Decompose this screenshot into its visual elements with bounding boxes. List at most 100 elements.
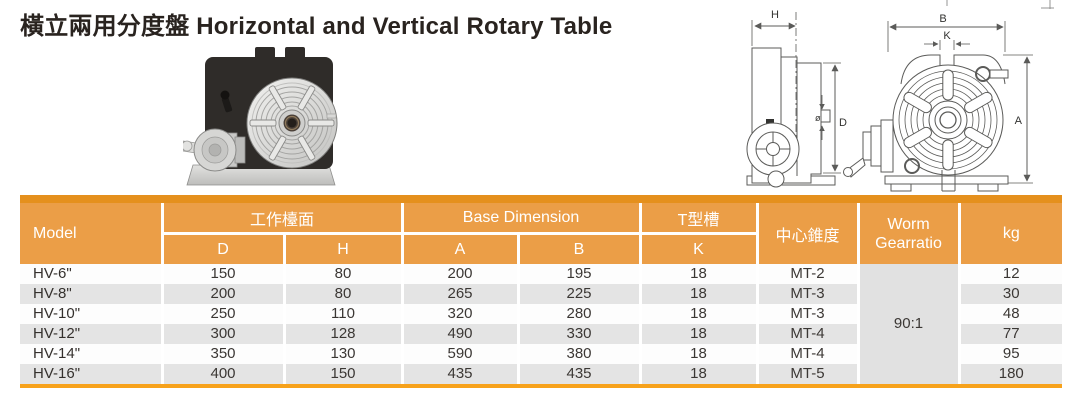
cell-model: HV-14" bbox=[20, 344, 162, 364]
cell-model: HV-6" bbox=[20, 264, 162, 284]
cell-b: 195 bbox=[516, 264, 641, 284]
cell-taper: MT-3 bbox=[755, 304, 859, 324]
cell-k: 18 bbox=[638, 264, 758, 284]
photo-clamp-lever bbox=[220, 90, 233, 113]
header-sub-row: D H A B K bbox=[20, 233, 1062, 264]
cell-kg: 180 bbox=[957, 364, 1063, 384]
cell-kg: 77 bbox=[957, 324, 1063, 344]
col-header-b: B bbox=[516, 233, 641, 264]
cell-taper: MT-4 bbox=[755, 344, 859, 364]
rotary-table-photo bbox=[183, 47, 338, 186]
header-group-row: Model 工作檯面 Base Dimension T型槽 中心錐度 Worm … bbox=[20, 203, 1063, 264]
cell-kg: 95 bbox=[957, 344, 1063, 364]
photo-bore-hole bbox=[287, 118, 297, 128]
cell-b: 280 bbox=[516, 304, 641, 324]
drawing-clamp-dot bbox=[766, 119, 774, 126]
cell-kg: 30 bbox=[957, 284, 1063, 304]
cell-taper: MT-5 bbox=[755, 364, 859, 384]
col-header-d: D bbox=[160, 233, 284, 264]
worm-label-line2: Gearratio bbox=[875, 234, 942, 252]
col-header-t-slot: T型槽 bbox=[638, 203, 758, 235]
cell-k: 18 bbox=[638, 284, 758, 304]
cell-a: 320 bbox=[400, 304, 519, 324]
dimension-diameter: ø bbox=[815, 95, 825, 140]
cell-taper: MT-2 bbox=[755, 264, 859, 284]
cell-h: 130 bbox=[282, 344, 403, 364]
cell-d: 350 bbox=[160, 344, 284, 364]
technical-drawing: H D ø bbox=[746, 0, 1054, 192]
photo-side-pin bbox=[326, 113, 337, 119]
cell-kg: 48 bbox=[957, 304, 1063, 324]
cell-a: 200 bbox=[400, 264, 519, 284]
dim-label-a: A bbox=[1015, 115, 1023, 127]
cell-d: 150 bbox=[160, 264, 284, 284]
col-header-center-taper: 中心錐度 bbox=[755, 203, 859, 264]
cell-k: 18 bbox=[638, 324, 758, 344]
photo-handwheel bbox=[183, 128, 246, 172]
dim-label-k: K bbox=[943, 30, 951, 42]
table-row: HV-14" 350 130 590 380 18 MT-4 95 bbox=[20, 344, 1063, 364]
cell-b: 435 bbox=[516, 364, 641, 384]
photo-t-slots bbox=[249, 85, 335, 161]
cell-d: 400 bbox=[160, 364, 284, 384]
col-header-work-surface: 工作檯面 bbox=[160, 203, 403, 235]
drawing-side-handwheel bbox=[746, 122, 800, 188]
cell-b: 330 bbox=[516, 324, 641, 344]
drawing-radial-slots bbox=[903, 69, 993, 171]
spec-table-wrap: Model 工作檯面 Base Dimension T型槽 中心錐度 Worm … bbox=[20, 195, 1063, 388]
dim-label-h: H bbox=[771, 9, 779, 21]
col-header-k: K bbox=[638, 233, 758, 264]
dimension-a: A bbox=[1003, 54, 1033, 184]
cell-k: 18 bbox=[638, 344, 758, 364]
col-header-a: A bbox=[400, 233, 519, 264]
col-header-worm-gear-ratio: Worm Gearratio bbox=[856, 203, 960, 264]
dimension-k: K bbox=[924, 30, 970, 50]
cell-model: HV-16" bbox=[20, 364, 162, 384]
cell-k: 18 bbox=[638, 364, 758, 384]
cell-a: 265 bbox=[400, 284, 519, 304]
cell-model: HV-8" bbox=[20, 284, 162, 304]
col-header-base-dimension: Base Dimension bbox=[400, 203, 641, 235]
cell-taper: MT-3 bbox=[755, 284, 859, 304]
drawing-side-view: H D ø bbox=[746, 9, 847, 188]
cell-worm-gear-ratio: 90:1 bbox=[856, 264, 960, 384]
table-row: HV-16" 400 150 435 435 18 MT-5 180 bbox=[20, 364, 1063, 384]
cell-a: 590 bbox=[400, 344, 519, 364]
cell-h: 128 bbox=[282, 324, 403, 344]
table-row: HV-10" 250 110 320 280 18 MT-3 48 bbox=[20, 304, 1063, 324]
drawing-crank-assembly bbox=[843, 119, 894, 178]
cell-d: 200 bbox=[160, 284, 284, 304]
dimension-d: D bbox=[823, 62, 847, 174]
cell-h: 110 bbox=[282, 304, 403, 324]
dimension-b: B bbox=[887, 13, 1006, 52]
drawing-clamp-knobs bbox=[904, 66, 1009, 174]
dim-label-dia: ø bbox=[815, 113, 821, 123]
cell-d: 300 bbox=[160, 324, 284, 344]
worm-label-line1: Worm bbox=[887, 215, 930, 233]
photo-top-lug bbox=[255, 47, 275, 60]
table-row: HV-12" 300 128 490 330 18 MT-4 77 bbox=[20, 324, 1063, 344]
col-header-h: H bbox=[282, 233, 403, 264]
cell-b: 380 bbox=[516, 344, 641, 364]
table-row: HV-8" 200 80 265 225 18 MT-3 30 bbox=[20, 284, 1063, 304]
cell-model: HV-12" bbox=[20, 324, 162, 344]
col-header-kg: kg bbox=[957, 203, 1063, 264]
cell-b: 225 bbox=[516, 284, 641, 304]
cell-d: 250 bbox=[160, 304, 284, 324]
photo-top-lug bbox=[285, 47, 305, 60]
cell-a: 490 bbox=[400, 324, 519, 344]
photo-bore-brass-ring bbox=[284, 115, 300, 131]
dim-label-b: B bbox=[939, 13, 946, 25]
drawing-front-view: B K A bbox=[843, 0, 1054, 192]
cell-taper: MT-4 bbox=[755, 324, 859, 344]
cell-kg: 12 bbox=[957, 264, 1063, 284]
product-photo bbox=[183, 47, 338, 186]
cell-a: 435 bbox=[400, 364, 519, 384]
cell-h: 150 bbox=[282, 364, 403, 384]
cell-k: 18 bbox=[638, 304, 758, 324]
cell-h: 80 bbox=[282, 264, 403, 284]
dim-label-d: D bbox=[839, 117, 847, 129]
page-title: 橫立兩用分度盤 Horizontal and Vertical Rotary T… bbox=[20, 13, 613, 40]
col-header-model: Model bbox=[20, 203, 162, 264]
spec-table: Model 工作檯面 Base Dimension T型槽 中心錐度 Worm … bbox=[20, 203, 1063, 384]
